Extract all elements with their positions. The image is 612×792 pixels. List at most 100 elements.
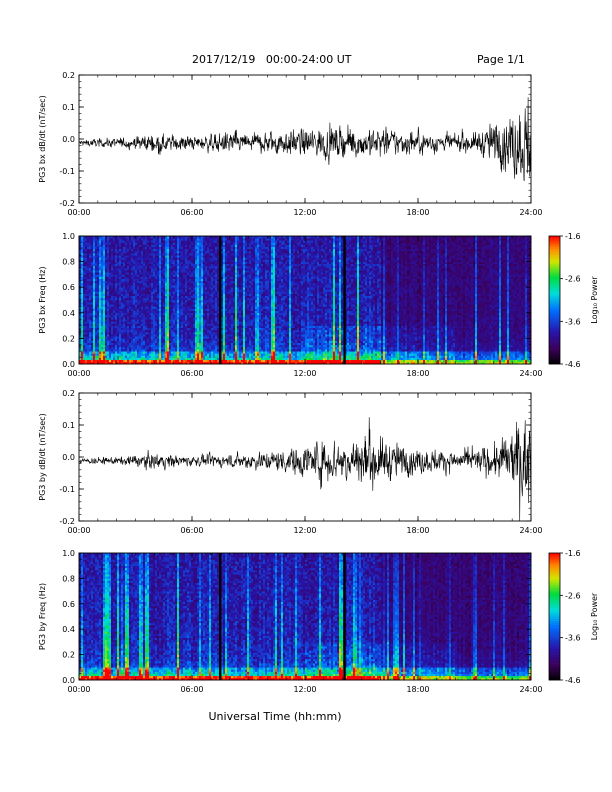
spectrogram-cell: [185, 268, 187, 270]
spectrogram-cell: [95, 332, 97, 334]
spectrogram-cell: [97, 315, 99, 317]
spectrogram-cell: [87, 358, 89, 360]
spectrogram-cell: [131, 287, 133, 289]
spectrogram-cell: [153, 296, 155, 298]
spectrogram-cell: [89, 304, 91, 306]
spectrogram-cell: [113, 253, 115, 255]
spectrogram-cell: [137, 294, 139, 296]
spectrogram-cell: [187, 249, 189, 251]
spectrogram-cell: [115, 304, 117, 306]
spectrogram-cell: [109, 272, 111, 274]
spectrogram-cell: [135, 315, 137, 317]
spectrogram-cell: [145, 311, 147, 313]
spectrogram-cell: [117, 315, 119, 317]
spectrogram-cell: [147, 247, 149, 249]
spectrogram-cell: [115, 255, 117, 257]
spectrogram-cell: [163, 285, 165, 287]
spectrogram-cell: [159, 349, 161, 351]
spectrogram-cell: [81, 289, 83, 291]
spectrogram-cell: [175, 283, 177, 285]
spectrogram-cell: [103, 251, 105, 253]
spectrogram-cell: [161, 360, 163, 362]
spectrogram-cell: [165, 355, 167, 357]
spectrogram-cell: [149, 330, 151, 332]
spectrogram-cell: [183, 281, 185, 283]
spectrogram-cell: [83, 294, 85, 296]
spectrogram-cell: [157, 247, 159, 249]
spectrogram-cell: [129, 291, 131, 293]
spectrogram-cell: [173, 326, 175, 328]
spectrogram-cell: [89, 238, 91, 240]
spectrogram-cell: [119, 251, 121, 253]
spectrogram-cell: [113, 319, 115, 321]
spectrogram-cell: [101, 277, 103, 279]
spectrogram-cell: [97, 251, 99, 253]
spectrogram-cell: [181, 323, 183, 325]
spectrogram-cell: [127, 315, 129, 317]
spectrogram-cell: [181, 334, 183, 336]
spectrogram-cell: [141, 259, 143, 261]
spectrogram-cell: [149, 298, 151, 300]
spectrogram-cell: [87, 304, 89, 306]
spectrogram-cell: [115, 249, 117, 251]
spectrogram-cell: [147, 259, 149, 261]
spectrogram-cell: [135, 355, 137, 357]
spectrogram-cell: [127, 326, 129, 328]
spectrogram-cell: [95, 247, 97, 249]
spectrogram-cell: [195, 323, 197, 325]
spectrogram-cell: [153, 319, 155, 321]
spectrogram-cell: [81, 351, 83, 353]
spectrogram-cell: [95, 351, 97, 353]
spectrogram-cell: [105, 347, 107, 349]
spectrogram-cell: [93, 345, 95, 347]
spectrogram-cell: [133, 302, 135, 304]
spectrogram-cell: [137, 291, 139, 293]
spectrogram-cell: [165, 255, 167, 257]
spectrogram-cell: [121, 300, 123, 302]
spectrogram-cell: [145, 287, 147, 289]
spectrogram-cell: [99, 332, 101, 334]
spectrogram-cell: [183, 332, 185, 334]
spectrogram-cell: [85, 266, 87, 268]
spectrogram-cell: [121, 336, 123, 338]
spectrogram-cell: [171, 257, 173, 259]
spectrogram-cell: [101, 317, 103, 319]
spectrogram-cell: [191, 291, 193, 293]
spectrogram-cell: [121, 294, 123, 296]
spectrogram-cell: [135, 294, 137, 296]
spectrogram-cell: [135, 270, 137, 272]
spectrogram-cell: [127, 238, 129, 240]
spectrogram-cell: [195, 242, 197, 244]
spectrogram-cell: [157, 309, 159, 311]
spectrogram-cell: [107, 238, 109, 240]
spectrogram-cell: [115, 351, 117, 353]
spectrogram-cell: [173, 277, 175, 279]
spectrogram-cell: [117, 272, 119, 274]
spectrogram-cell: [133, 321, 135, 323]
spectrogram-cell: [99, 317, 101, 319]
spectrogram-cell: [151, 242, 153, 244]
spectrogram-cell: [111, 251, 113, 253]
spectrogram-cell: [119, 287, 121, 289]
spectrogram-cell: [123, 277, 125, 279]
spectrogram-cell: [105, 306, 107, 308]
spectrogram-cell: [127, 334, 129, 336]
spectrogram-cell: [173, 347, 175, 349]
spectrogram-cell: [131, 319, 133, 321]
spectrogram-cell: [107, 253, 109, 255]
spectrogram-cell: [173, 353, 175, 355]
spectrogram-cell: [107, 311, 109, 313]
spectrogram-cell: [173, 317, 175, 319]
spectrogram-cell: [135, 247, 137, 249]
spectrogram-cell: [143, 287, 145, 289]
spectrogram-cell: [113, 334, 115, 336]
spectrogram-cell: [97, 257, 99, 259]
spectrogram-cell: [95, 304, 97, 306]
spectrogram-cell: [177, 345, 179, 347]
spectrogram-cell: [159, 266, 161, 268]
spectrogram-cell: [193, 351, 195, 353]
spectrogram-cell: [181, 341, 183, 343]
spectrogram-cell: [95, 358, 97, 360]
spectrogram-cell: [143, 338, 145, 340]
spectrogram-cell: [131, 328, 133, 330]
